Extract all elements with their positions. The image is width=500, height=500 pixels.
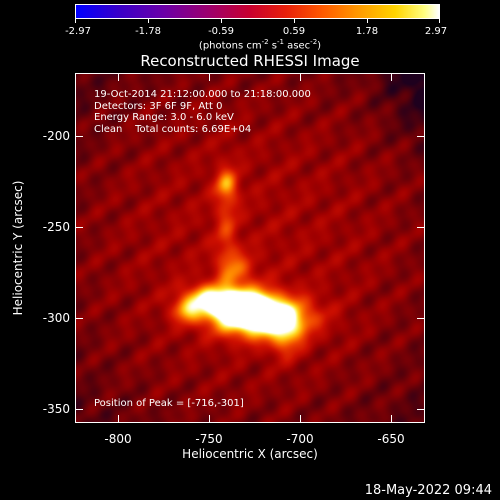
y-tick-label: -300 [42,311,70,325]
info-time: 19-Oct-2014 21:12:00.000 to 21:18:00.000 [94,89,311,100]
timestamp: 18-May-2022 09:44 [364,483,492,498]
info-block: 19-Oct-2014 21:12:00.000 to 21:18:00.000… [94,89,311,135]
colorbar-tick [439,19,440,23]
y-tick [75,227,83,228]
colorbar-tick [367,19,368,23]
x-tick [118,73,119,81]
colorbar-label: -0.59 [208,26,234,37]
y-tick [75,136,83,137]
rhessi-image [76,74,424,422]
peak-position: Position of Peak = [-716,-301] [94,398,244,409]
colorbar-units: (photons cm-2 s-1 asec-2) [198,38,322,52]
colorbar-tick [221,19,222,23]
x-tick [391,415,392,423]
x-tick [209,415,210,423]
x-tick [300,415,301,423]
colorbar-label: 2.97 [424,26,448,37]
colorbar-label: 0.59 [282,26,306,37]
x-tick [118,415,119,423]
x-tick-label: -650 [377,432,405,446]
colorbar-tick [294,19,295,23]
y-tick-label: -350 [42,402,70,416]
x-tick-label: -800 [104,432,132,446]
image-title: Reconstructed RHESSI Image [140,52,360,70]
y-tick [75,409,83,410]
x-axis-title: Heliocentric X (arcsec) [182,447,318,461]
y-tick [417,136,425,137]
x-tick-label: -700 [286,432,314,446]
y-axis-title: Heliocentric Y (arcsec) [11,180,25,316]
info-detectors: Detectors: 3F 6F 9F, Att 0 [94,100,223,112]
x-tick [300,73,301,81]
info-energy: Energy Range: 3.0 - 6.0 keV [94,112,234,123]
x-tick [209,73,210,81]
colorbar-label: -2.97 [65,26,91,37]
y-tick [417,409,425,410]
colorbar-tick [148,19,149,23]
colorbar-label: -1.78 [135,26,161,37]
colorbar-label: 1.78 [355,26,379,37]
info-counts: Clean Total counts: 6.69E+04 [94,123,252,135]
colorbar-tick [75,19,76,23]
x-tick [391,73,392,81]
y-tick [417,318,425,319]
y-tick [75,318,83,319]
x-tick-label: -750 [195,432,223,446]
y-tick-label: -250 [42,220,70,234]
plot-area: 19-Oct-2014 21:12:00.000 to 21:18:00.000… [75,73,425,423]
colorbar [75,4,440,19]
y-tick [417,227,425,228]
y-tick-label: -200 [42,129,70,143]
